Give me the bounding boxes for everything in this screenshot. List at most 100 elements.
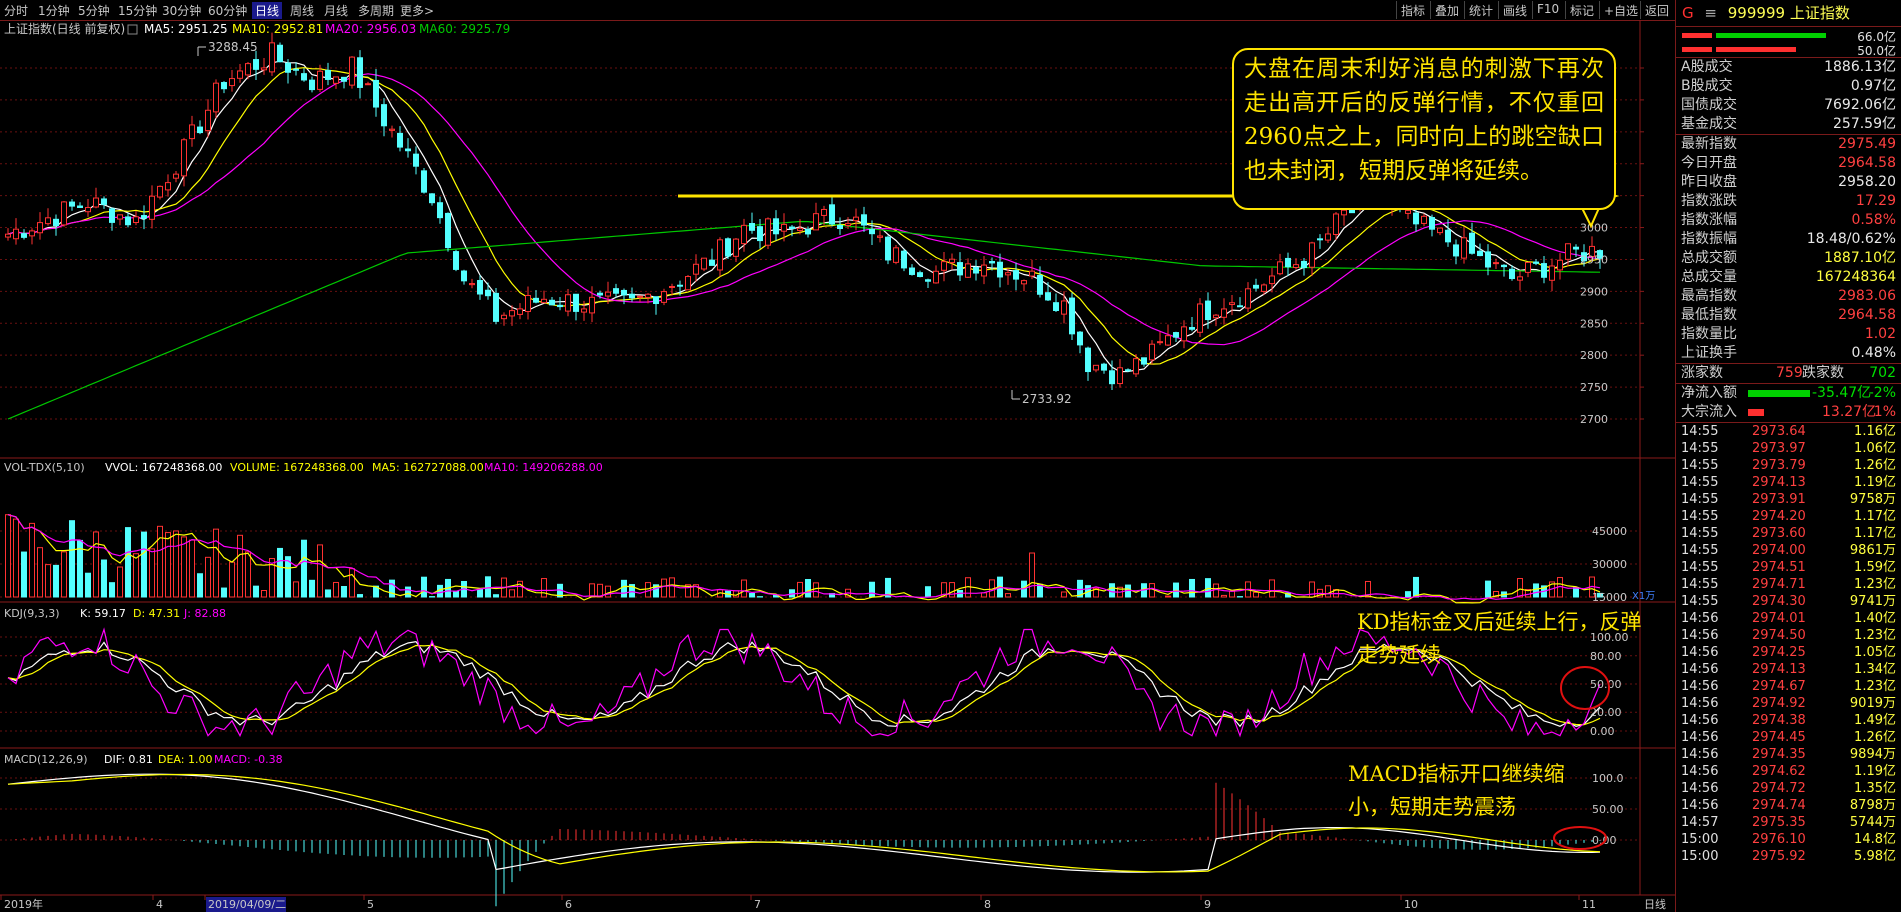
tick-time: 15:00 — [1681, 832, 1719, 847]
tick-time: 14:56 — [1681, 611, 1719, 626]
volume-bar — [693, 584, 699, 598]
turnover-bars: 66.0亿 50.0亿 — [1676, 27, 1901, 58]
tick-row: 14:55 2974.13 1.19亿 — [1676, 474, 1901, 491]
volume-bar — [341, 586, 347, 598]
macd-title: MACD(12,26,9) — [4, 753, 88, 766]
tick-volume: 9758万 — [1849, 492, 1896, 507]
volume-bar — [1005, 593, 1011, 598]
candle — [333, 76, 339, 84]
candle — [645, 293, 651, 298]
tab-weekly[interactable]: 周线 — [290, 4, 315, 18]
panel-header: G ≡ 999999 上证指数 — [1676, 0, 1901, 27]
tick-row: 14:56 2974.62 1.19亿 — [1676, 763, 1901, 780]
x-axis-label: 4 — [156, 898, 163, 911]
volume-bar — [1109, 583, 1115, 598]
candle — [421, 170, 427, 193]
candle — [1197, 303, 1203, 333]
kdj-title: KDJ(9,3,3) — [4, 607, 60, 620]
tick-price: 2974.35 — [1752, 747, 1806, 762]
candle — [317, 70, 323, 90]
vvol-legend: VVOL: 167248368.00 — [105, 461, 222, 474]
candle — [1525, 261, 1531, 273]
candle — [1213, 314, 1219, 319]
f10-button[interactable]: F10 — [1532, 1, 1563, 19]
candle — [1549, 265, 1555, 281]
candle — [837, 224, 843, 230]
tab-multi-period[interactable]: 多周期 — [358, 4, 395, 18]
tick-time: 14:55 — [1681, 526, 1719, 541]
overlay-button[interactable]: 叠加 — [1430, 1, 1463, 19]
candle — [797, 227, 803, 231]
candle — [509, 310, 515, 317]
vol-ma10-legend: MA10: 149206288.00 — [484, 461, 603, 474]
tab-1min[interactable]: 1分钟 — [38, 4, 70, 18]
candle — [445, 212, 451, 249]
candle — [357, 57, 363, 88]
tick-row: 14:55 2973.79 1.26亿 — [1676, 457, 1901, 474]
tick-list[interactable]: 14:55 2973.64 1.16亿 14:55 2973.97 1.06亿 14:55 2… — [1676, 423, 1901, 865]
volume-bar — [61, 551, 67, 598]
volume-bar — [125, 527, 131, 598]
volume-bar — [1029, 552, 1035, 598]
add-watchlist-button[interactable]: +自选 — [1599, 1, 1642, 19]
back-button[interactable]: 返回 — [1640, 1, 1673, 19]
tab-daily[interactable]: 日线 — [252, 2, 283, 19]
candle — [917, 272, 923, 278]
tick-time: 14:56 — [1681, 679, 1719, 694]
volume-bar — [237, 534, 243, 598]
settings-icon[interactable] — [127, 24, 138, 35]
stats-button[interactable]: 统计 — [1464, 1, 1497, 19]
tick-price: 2974.01 — [1752, 611, 1806, 626]
candle — [1325, 233, 1331, 241]
tab-15min[interactable]: 15分钟 — [118, 4, 158, 18]
tick-volume: 1.40亿 — [1854, 611, 1896, 626]
stat-row: 指数量比 1.02 — [1676, 325, 1901, 344]
volume-bar — [1485, 580, 1491, 598]
tab-monthly[interactable]: 月线 — [324, 4, 349, 18]
stat-value: 18.48/0.62% — [1806, 231, 1896, 247]
block-row: 大宗流入 13.27亿 1% — [1676, 403, 1901, 422]
candle — [581, 308, 587, 313]
candle — [37, 222, 43, 234]
candle — [269, 42, 275, 73]
tab-fenshi[interactable]: 分时 — [4, 4, 29, 18]
candle — [1101, 363, 1107, 371]
x-axis-label: 9 — [1204, 898, 1211, 911]
tab-30min[interactable]: 30分钟 — [162, 4, 202, 18]
draw-line-button[interactable]: 画线 — [1498, 1, 1531, 19]
candle — [1261, 284, 1267, 292]
candle — [1157, 341, 1163, 344]
mark-button[interactable]: 标记 — [1565, 1, 1598, 19]
candle — [1005, 272, 1011, 276]
candle — [517, 308, 523, 315]
indicator-button[interactable]: 指标 — [1396, 1, 1429, 19]
stat-value: 1.02 — [1864, 326, 1896, 342]
tab-5min[interactable]: 5分钟 — [78, 4, 110, 18]
kdj-j-legend: J: 82.88 — [183, 607, 226, 620]
candle — [629, 293, 635, 299]
kline-chart[interactable]: 3250320031503100305030002950290028502800… — [0, 20, 1675, 912]
volume-bar — [589, 583, 595, 598]
candle — [1445, 229, 1451, 243]
volume-bar — [325, 589, 331, 598]
candle — [989, 261, 995, 264]
tick-time: 14:55 — [1681, 577, 1719, 592]
candle — [85, 207, 91, 213]
volume-axis-label: 15000 — [1592, 591, 1627, 604]
tab-more[interactable]: 更多> — [400, 4, 435, 18]
tick-volume: 1.26亿 — [1854, 730, 1896, 745]
stat-label: 最高指数 — [1681, 288, 1737, 304]
candle — [1461, 237, 1467, 259]
candle — [893, 247, 899, 263]
candle — [533, 297, 539, 303]
candle — [1421, 215, 1427, 224]
tick-row: 14:55 2973.64 1.16亿 — [1676, 423, 1901, 440]
candle — [1173, 332, 1179, 338]
candle — [653, 296, 659, 305]
tick-price: 2974.72 — [1752, 781, 1806, 796]
tab-60min[interactable]: 60分钟 — [208, 4, 248, 18]
volume-bar — [277, 547, 283, 598]
candle — [749, 223, 755, 231]
volume-bar — [517, 580, 523, 598]
menu-icon[interactable]: ≡ — [1704, 4, 1717, 22]
